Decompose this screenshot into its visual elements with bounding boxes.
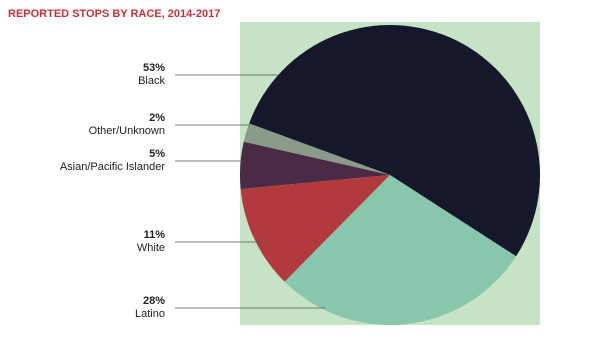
pie-slice	[249, 24, 541, 257]
pie-slice	[240, 141, 390, 190]
value-label: 28%	[143, 295, 165, 307]
category-label: Black	[138, 75, 165, 87]
pie-slice	[284, 175, 517, 325]
pie-slice	[243, 123, 390, 175]
value-label: 53%	[143, 62, 165, 74]
category-label: Other/Unknown	[89, 125, 165, 137]
value-label: 2%	[149, 112, 165, 124]
category-label: White	[137, 242, 165, 254]
pie-slice	[240, 175, 390, 282]
value-label: 11%	[144, 229, 166, 241]
category-label: Latino	[135, 308, 165, 320]
value-label: 5%	[149, 148, 165, 160]
chart-title: REPORTED STOPS BY RACE, 2014-2017	[8, 8, 220, 20]
category-label: Asian/Pacific Islander	[60, 161, 165, 173]
